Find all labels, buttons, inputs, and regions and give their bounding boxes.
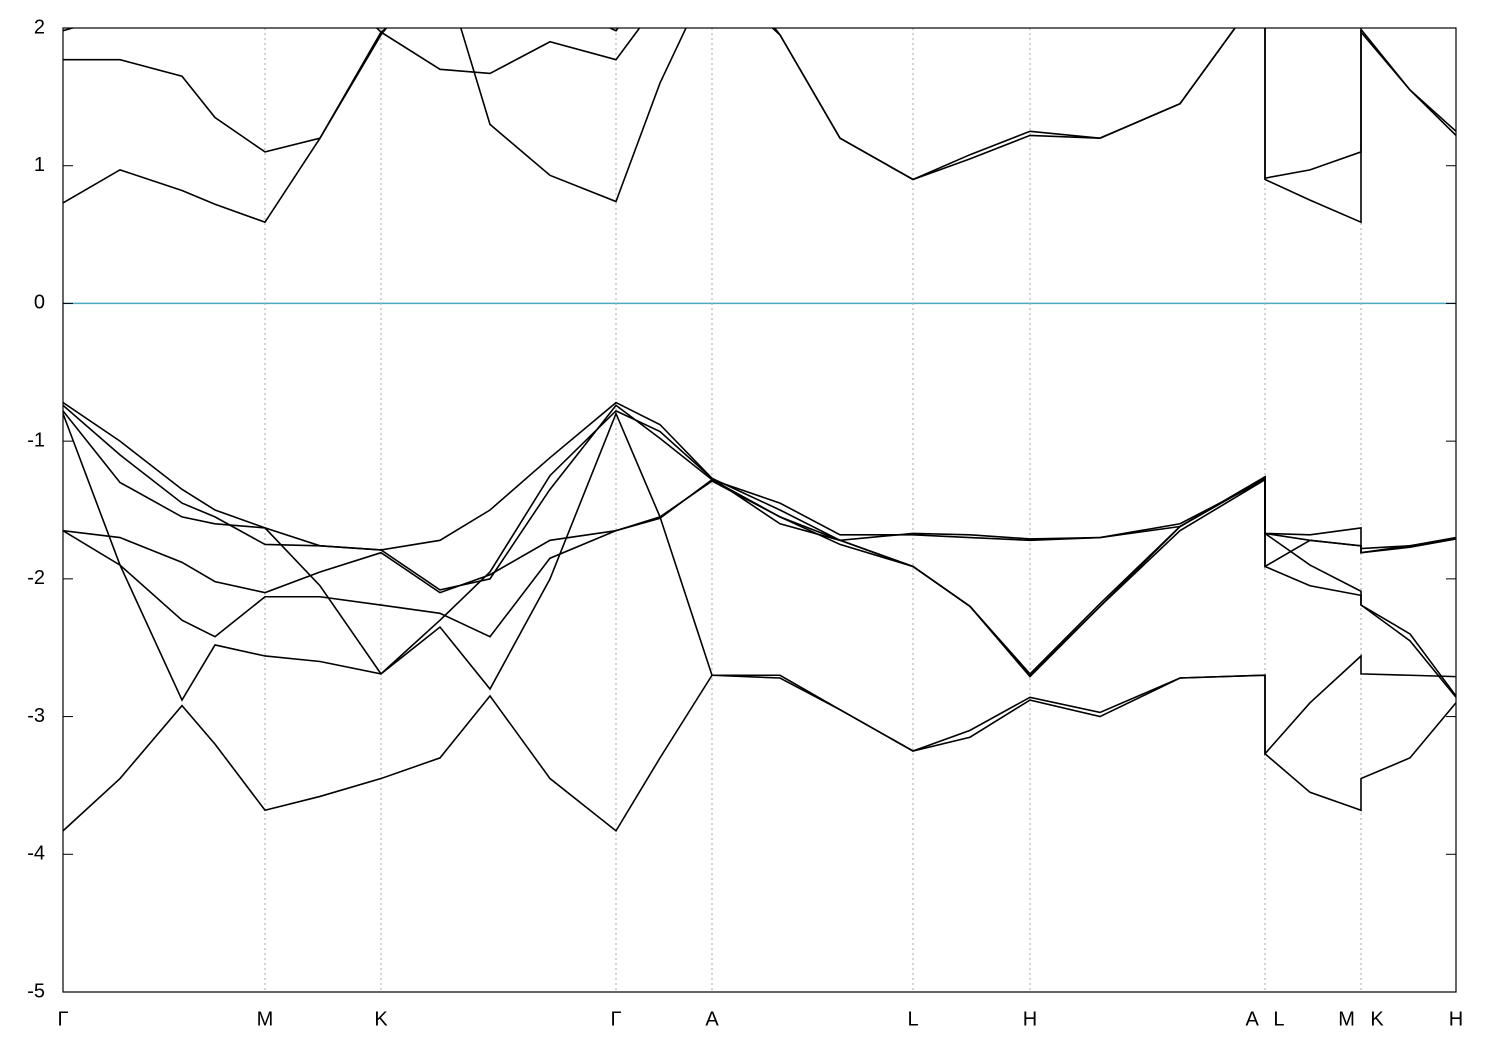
bands <box>63 28 1456 833</box>
band-line <box>63 28 620 34</box>
band-line <box>63 404 1456 591</box>
band-line <box>63 28 1456 203</box>
y-tick-label: 2 <box>34 16 45 38</box>
x-tick-label: H <box>1449 1008 1463 1030</box>
band-line <box>63 475 1456 676</box>
band-line <box>63 674 1456 833</box>
y-tick-label: -5 <box>27 980 45 1002</box>
x-tick-label: M K <box>1338 1008 1384 1030</box>
labels: -5 -4 -3 -2 -1 0 1 2 Γ M K Γ A L H A L M K H <box>27 16 1463 1030</box>
y-tick-label: 0 <box>34 292 45 314</box>
band-line <box>63 478 1456 698</box>
y-tick-label: -2 <box>27 567 45 589</box>
band-line <box>63 28 1456 224</box>
y-tick-label: -3 <box>27 705 45 727</box>
x-tick-label: H <box>1023 1008 1037 1030</box>
band-line <box>63 411 1456 756</box>
band-line <box>63 401 1456 551</box>
band-line <box>63 409 1456 697</box>
x-tick-label: L <box>907 1008 918 1030</box>
x-tick-label: M <box>257 1008 274 1030</box>
x-tick-label: Γ <box>610 1008 621 1030</box>
y-tick-label: -1 <box>27 429 45 451</box>
y-tick-label: -4 <box>27 843 45 865</box>
y-tick-label: 1 <box>34 154 45 176</box>
x-tick-label: K <box>374 1008 388 1030</box>
x-tick-label: Γ <box>57 1008 68 1030</box>
plot-frame <box>62 27 1457 993</box>
x-tick-label: A L <box>1246 1008 1285 1030</box>
x-tick-label: A <box>705 1008 719 1030</box>
